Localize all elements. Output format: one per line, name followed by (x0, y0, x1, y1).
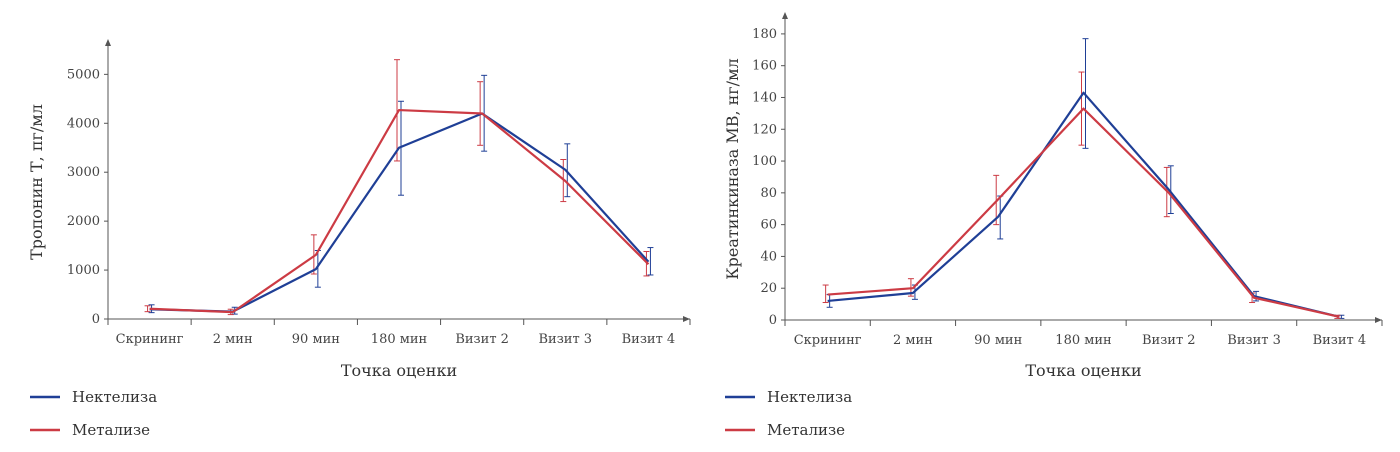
ck-mb-chart: 0 20 40 60 80 100 120 140 160 180 Скрининг 2 мин 90 … (723, 12, 1383, 380)
y-tick-label: 140 (752, 90, 777, 105)
y-tick-label: 5000 (67, 67, 100, 82)
x-axis-label: Точка оценки (1025, 361, 1141, 380)
legend-label-nektelisa: Нектелиза (767, 388, 852, 406)
series-line-nektelisa (149, 112, 650, 313)
x-tick-label: 180 мин (371, 332, 427, 347)
y-tick-label: 3000 (67, 165, 100, 180)
y-axis-arrow (105, 39, 111, 46)
y-tick-label: 4000 (67, 116, 100, 131)
x-axis-arrow (683, 316, 690, 322)
y-tick-label: 60 (760, 218, 777, 233)
y-axis-label: Тропонин Т, пг/мл (27, 104, 46, 260)
legend-label-metalise: Метализе (767, 421, 845, 439)
y-tick-label: 160 (752, 59, 777, 74)
y-axis-label: Креатинкиназа МВ, нг/мл (723, 58, 742, 279)
x-tick-label: 2 мин (213, 332, 253, 347)
y-tick-label: 100 (752, 154, 777, 169)
y-tick-label: 20 (760, 281, 777, 296)
x-tick-label: Визит 2 (455, 332, 509, 347)
y-tick-label: 180 (752, 27, 777, 42)
legend-label-nektelisa: Нектелиза (72, 388, 157, 406)
series-line-metalise (149, 108, 650, 314)
x-tick-label: 2 мин (893, 333, 933, 348)
x-tick-label: Визит 3 (538, 332, 592, 347)
x-tick-label: Скрининг (794, 333, 862, 348)
x-tick-label: Визит 3 (1227, 333, 1281, 348)
legend-right: Нектелиза Метализе (725, 388, 852, 439)
x-tick-label: Скрининг (116, 332, 184, 347)
x-tick-label: Визит 4 (1313, 333, 1367, 348)
y-tick-label: 80 (760, 186, 777, 201)
x-tick-label: Визит 2 (1142, 333, 1196, 348)
x-tick-label: 90 мин (974, 333, 1022, 348)
y-tick-label: 0 (769, 313, 777, 328)
legend-label-metalise: Метализе (72, 421, 150, 439)
series-line-metalise (827, 107, 1340, 318)
troponin-chart: 0 1000 2000 3000 4000 5000 Скрининг 2 мин 90 мин… (27, 39, 691, 380)
x-tick-label: 180 мин (1055, 333, 1111, 348)
y-tick-label: 2000 (67, 214, 100, 229)
y-tick-label: 1000 (67, 263, 100, 278)
x-tick-label: 90 мин (292, 332, 340, 347)
y-tick-label: 40 (760, 249, 777, 264)
x-tick-label: Визит 4 (622, 332, 676, 347)
series-line-nektelisa (827, 91, 1340, 318)
x-axis-label: Точка оценки (341, 361, 457, 380)
y-axis-arrow (782, 12, 788, 19)
x-axis-arrow (1375, 317, 1382, 323)
y-tick-label: 0 (92, 312, 100, 327)
y-tick-label: 120 (752, 122, 777, 137)
legend-left: Нектелиза Метализе (30, 388, 157, 439)
